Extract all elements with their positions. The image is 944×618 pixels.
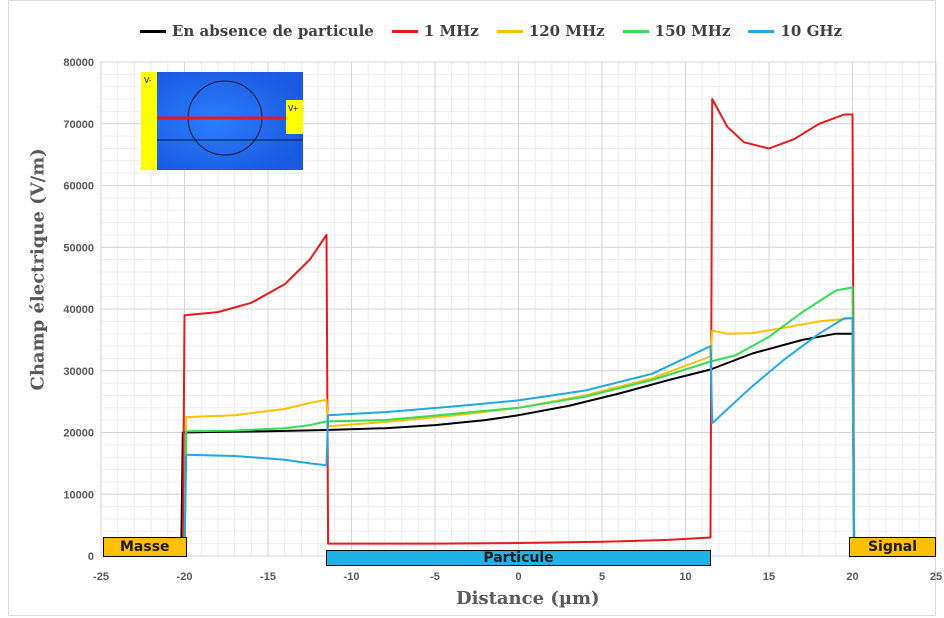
- y-tick-label: 20000: [63, 428, 94, 440]
- y-axis-title: Champ électrique (V/m): [27, 148, 49, 391]
- inset-background: [141, 72, 303, 170]
- signal-label: Signal: [849, 537, 936, 557]
- x-axis-title: Distance (µm): [456, 588, 600, 609]
- series-line-0: [180, 332, 856, 557]
- x-tick-label: 10: [679, 571, 691, 583]
- x-tick-label: 25: [930, 571, 942, 583]
- y-tick-label: 0: [88, 551, 94, 563]
- legend-item-0: En absence de particule: [140, 22, 374, 40]
- x-tick-label: -25: [93, 571, 109, 583]
- x-tick-label: -5: [430, 571, 440, 583]
- legend-label-1: 1 MHz: [423, 22, 479, 40]
- y-tick-label: 80000: [63, 57, 94, 69]
- legend-label-2: 120 MHz: [528, 22, 605, 40]
- legend-swatch-2: [496, 29, 523, 33]
- y-tick-label: 50000: [63, 242, 94, 254]
- legend-label-0: En absence de particule: [172, 22, 374, 40]
- x-tick-label: -20: [177, 571, 193, 583]
- y-tick-label: 30000: [63, 366, 94, 378]
- legend-label-3: 150 MHz: [654, 22, 731, 40]
- legend-item-2: 120 MHz: [496, 22, 605, 40]
- legend-swatch-3: [622, 29, 649, 33]
- series-line-3: [183, 286, 856, 557]
- series-line-1: [181, 98, 856, 557]
- inset-left-electrode: [141, 72, 157, 170]
- series-line-4: [183, 317, 856, 557]
- y-tick-label: 10000: [63, 489, 94, 501]
- particule-label: Particule: [326, 550, 711, 566]
- x-tick-label: 20: [846, 571, 858, 583]
- y-tick-label: 60000: [63, 181, 94, 193]
- x-tick-label: 15: [763, 571, 775, 583]
- x-tick-label: -15: [260, 571, 276, 583]
- legend-item-1: 1 MHz: [391, 22, 479, 40]
- masse-label: Masse: [103, 537, 187, 557]
- legend-swatch-0: [140, 29, 166, 33]
- y-tick-label: 70000: [63, 119, 94, 131]
- inset-label-left: V-: [144, 76, 152, 85]
- simulation-inset-image: V- V+: [141, 72, 303, 170]
- legend-swatch-4: [748, 29, 775, 33]
- y-tick-label: 40000: [63, 304, 94, 316]
- legend: En absence de particule 1 MHz 120 MHz 15…: [140, 22, 842, 40]
- inset-right-electrode: [286, 100, 303, 134]
- x-tick-label: 5: [599, 571, 605, 583]
- legend-swatch-1: [391, 29, 418, 33]
- inset-label-right: V+: [288, 104, 298, 113]
- legend-label-4: 10 GHz: [780, 22, 843, 40]
- legend-item-4: 10 GHz: [748, 22, 842, 40]
- x-tick-label: -10: [344, 571, 360, 583]
- x-tick-label: 0: [515, 571, 521, 583]
- legend-item-3: 150 MHz: [622, 22, 731, 40]
